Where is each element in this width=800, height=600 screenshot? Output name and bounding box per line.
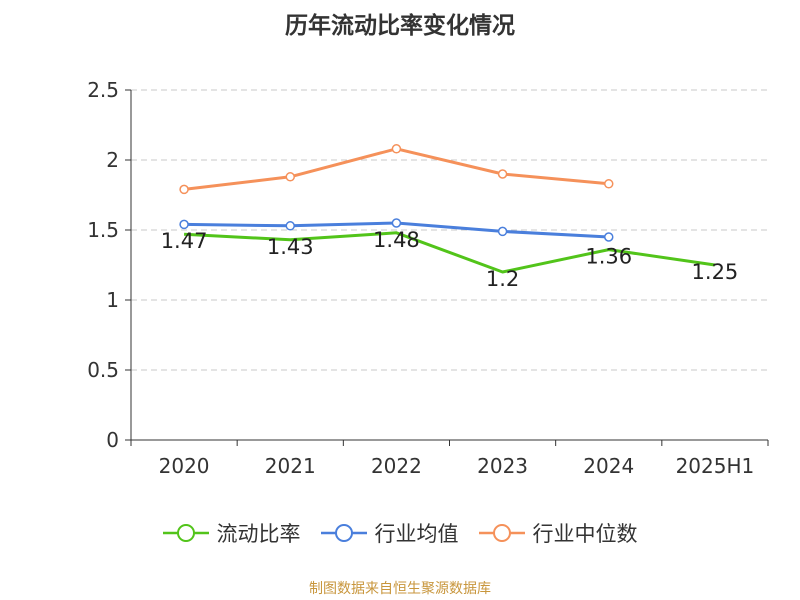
series-1-point <box>285 221 295 231</box>
legend-label: 流动比率 <box>216 522 301 546</box>
data-labels: 1.47 1.43 1.48 1.2 1.36 1.25 <box>161 228 739 291</box>
series-1-point <box>179 219 189 230</box>
y-tick-label: 2 <box>106 148 119 172</box>
series-2-point <box>604 179 614 189</box>
legend-marker-icon <box>320 524 367 542</box>
x-tick-label: 2021 <box>265 454 316 478</box>
grid-lines <box>131 89 768 371</box>
y-tick-label: 0.5 <box>87 358 119 382</box>
legend-marker-icon <box>478 524 525 542</box>
y-tick-label: 2.5 <box>87 78 119 102</box>
legend-label: 行业中位数 <box>532 522 638 546</box>
source-note: 制图数据来自恒生聚源数据库 <box>309 581 491 597</box>
y-tick-label: 1.5 <box>87 218 119 242</box>
x-tick-label: 2025H1 <box>676 454 755 478</box>
series-2-point <box>497 169 508 179</box>
legend-marker-circle <box>334 524 353 542</box>
series-2-point <box>285 172 295 182</box>
data-label: 1.36 <box>585 245 632 269</box>
x-tick-label: 2022 <box>371 454 422 478</box>
chart-title: 历年流动比率变化情况 <box>285 13 515 39</box>
data-label: 1.48 <box>373 228 420 252</box>
y-tick-label: 1 <box>106 288 119 312</box>
y-tick-label: 0 <box>106 428 119 452</box>
x-tick-label: 2024 <box>583 454 634 478</box>
series-0-line <box>184 231 716 274</box>
data-label: 1.47 <box>161 229 208 253</box>
legend-marker-circle <box>176 524 195 542</box>
legend-item-1[interactable]: 行业均值 <box>320 518 459 548</box>
series-2-line <box>183 147 609 191</box>
legend-label: 行业均值 <box>374 522 459 546</box>
legend: 流动比率 行业均值 行业中位数 <box>0 518 800 548</box>
legend-item-0[interactable]: 流动比率 <box>162 518 301 548</box>
series-2-point <box>391 144 402 154</box>
data-label: 1.25 <box>692 260 739 284</box>
x-tick-label: 2020 <box>159 454 210 478</box>
axes: 0 0.5 1 1.5 2 2.5 2020 2021 2022 2023 2024 2025H1 <box>87 78 769 478</box>
legend-item-2[interactable]: 行业中位数 <box>478 518 638 548</box>
series-1-point <box>497 226 508 237</box>
series-layer <box>179 144 716 274</box>
series-1-point <box>604 232 614 242</box>
x-tick-label: 2023 <box>477 454 528 478</box>
legend-marker-icon <box>162 524 209 542</box>
series-2-point <box>179 184 189 195</box>
series-1-point <box>391 218 402 228</box>
data-label: 1.43 <box>267 235 314 259</box>
legend-marker-circle <box>492 524 511 542</box>
data-label: 1.2 <box>486 267 519 291</box>
